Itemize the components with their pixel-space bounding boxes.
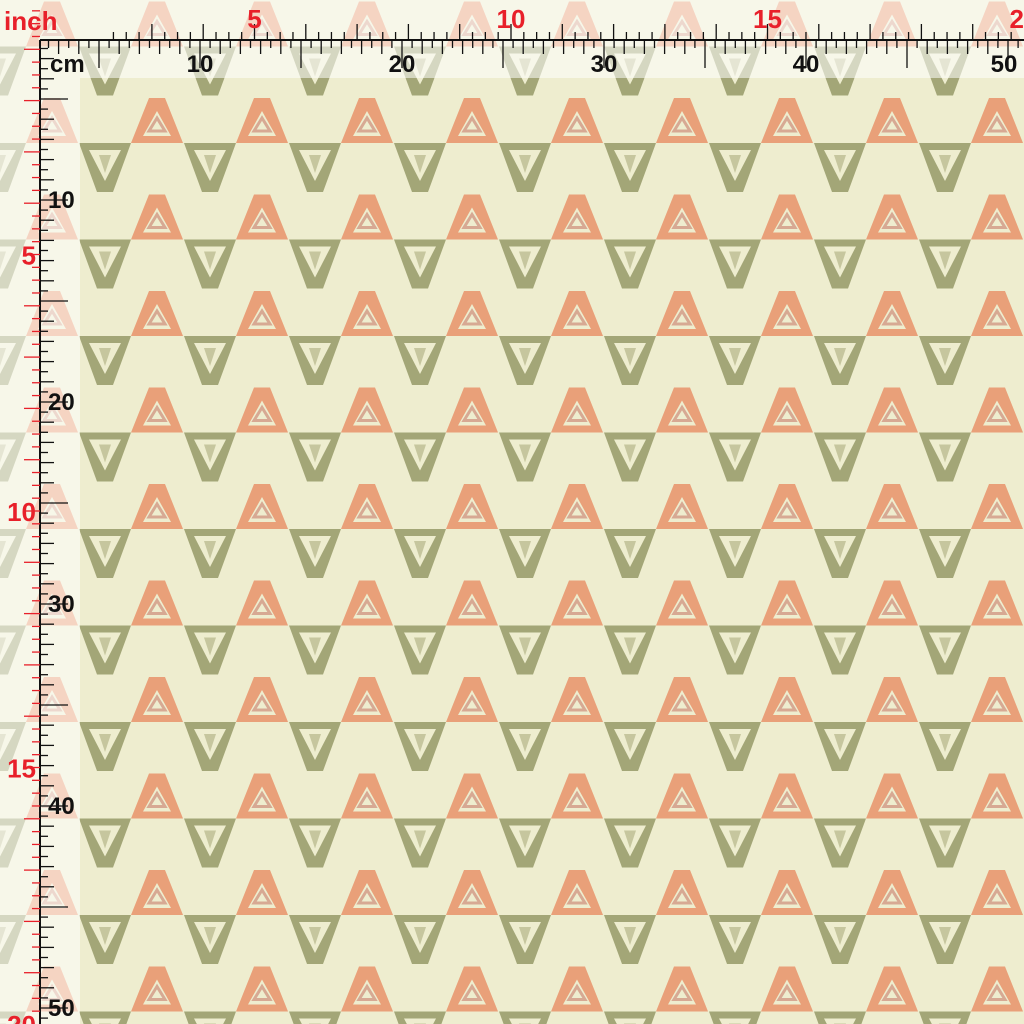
inch-label: 20 <box>7 1010 36 1024</box>
inch-label: 10 <box>7 497 36 527</box>
inch-label: 15 <box>753 4 782 34</box>
cm-label: 40 <box>48 793 75 820</box>
cm-label: 10 <box>48 187 75 214</box>
ruler-ticks <box>24 10 1019 1019</box>
cm-label: 50 <box>48 995 75 1022</box>
cm-label: 30 <box>591 51 618 78</box>
cm-label: 20 <box>48 389 75 416</box>
cm-label: 50 <box>991 51 1018 78</box>
inch-label: 10 <box>497 4 526 34</box>
inch-label: 5 <box>247 4 261 34</box>
inch-unit: inch <box>4 6 57 36</box>
inch-label: 5 <box>22 241 36 271</box>
cm-label: 20 <box>389 51 416 78</box>
cm-unit: cm <box>50 51 85 78</box>
cm-label: 40 <box>793 51 820 78</box>
inch-label: 20 <box>1010 4 1024 34</box>
cm-label: 30 <box>48 591 75 618</box>
cm-label: 10 <box>187 51 214 78</box>
inch-label: 15 <box>7 754 36 784</box>
